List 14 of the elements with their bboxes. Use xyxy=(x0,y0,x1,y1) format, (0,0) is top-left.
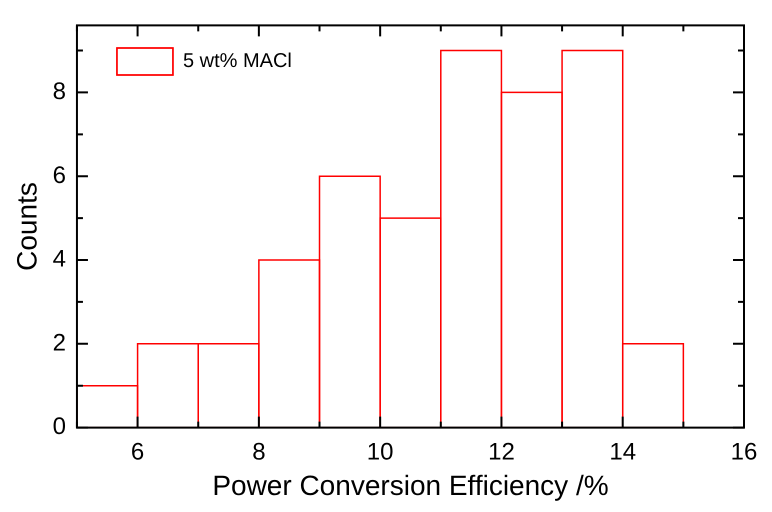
y-tick-label: 6 xyxy=(52,162,66,189)
y-tick-label: 8 xyxy=(52,78,66,106)
y-tick-label: 4 xyxy=(52,246,66,273)
y-axis-title: Counts xyxy=(12,182,43,271)
x-tick-label: 8 xyxy=(252,438,266,466)
y-tick-label: 0 xyxy=(52,413,66,440)
x-tick-label: 12 xyxy=(488,438,515,466)
x-tick-label: 16 xyxy=(730,438,758,466)
x-axis-title: Power Conversion Efficiency /% xyxy=(212,470,609,501)
x-tick-label: 6 xyxy=(130,438,144,466)
legend-label: 5 wt% MACl xyxy=(182,50,292,72)
x-tick-label: 10 xyxy=(366,438,394,466)
x-tick-label: 14 xyxy=(609,438,636,466)
y-tick-label: 2 xyxy=(52,329,66,356)
